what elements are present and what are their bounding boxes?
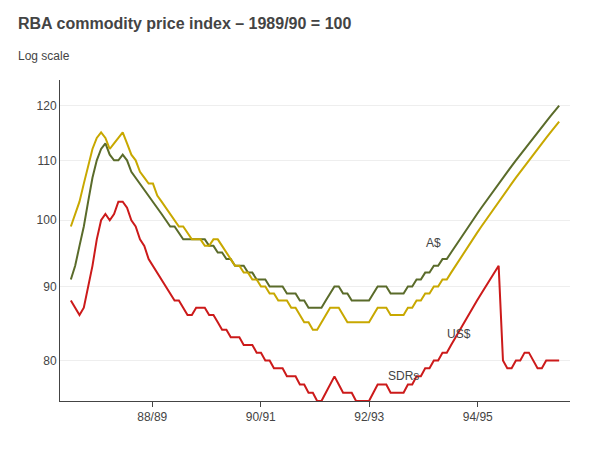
svg-text:100: 100 — [37, 213, 57, 227]
svg-text:90: 90 — [43, 280, 57, 294]
svg-text:A$: A$ — [426, 236, 441, 250]
svg-text:RBA commodity price index – 19: RBA commodity price index – 1989/90 = 10… — [18, 15, 351, 32]
svg-text:80: 80 — [43, 354, 57, 368]
svg-text:92/93: 92/93 — [354, 410, 384, 424]
svg-text:90/91: 90/91 — [246, 410, 276, 424]
svg-text:Log scale: Log scale — [18, 49, 70, 63]
svg-text:SDRs: SDRs — [388, 369, 419, 383]
svg-text:94/95: 94/95 — [463, 410, 493, 424]
svg-text:US$: US$ — [447, 327, 471, 341]
svg-text:120: 120 — [37, 99, 57, 113]
svg-text:110: 110 — [37, 154, 56, 168]
svg-text:88/89: 88/89 — [137, 410, 167, 424]
